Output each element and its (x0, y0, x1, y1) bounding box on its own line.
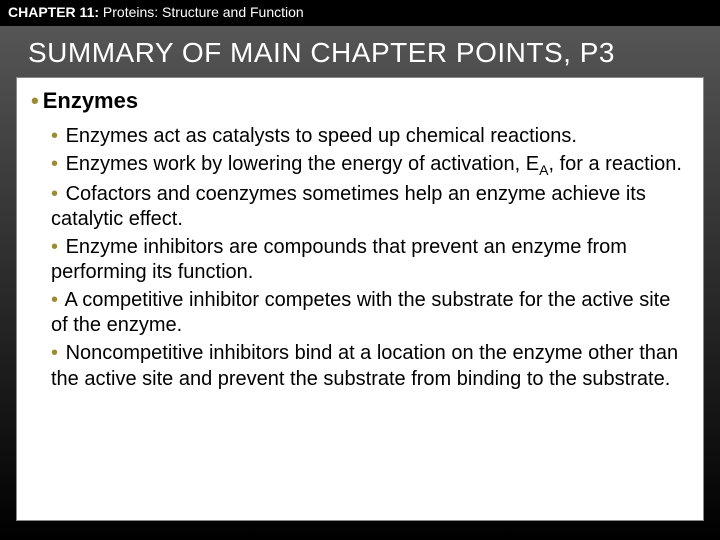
summary-point: • A competitive inhibitor competes with … (31, 288, 689, 339)
bullet-icon: • (51, 153, 58, 175)
summary-point: • Enzyme inhibitors are compounds that p… (31, 235, 689, 286)
slide-heading-row: SUMMARY OF MAIN CHAPTER POINTS, P3 (0, 27, 720, 77)
point-text: Cofactors and coenzymes sometimes help a… (51, 183, 646, 231)
bullet-icon: • (51, 125, 58, 147)
point-text: Enzyme inhibitors are compounds that pre… (51, 236, 627, 284)
bullet-icon: • (31, 88, 39, 113)
slide-heading: SUMMARY OF MAIN CHAPTER POINTS, P3 (28, 37, 704, 69)
topic-line: •Enzymes (31, 88, 689, 114)
bullet-icon: • (51, 342, 58, 364)
point-text: A competitive inhibitor competes with th… (51, 289, 670, 337)
chapter-header-bar: CHAPTER 11: Proteins: Structure and Func… (0, 0, 720, 27)
content-box: •Enzymes • Enzymes act as catalysts to s… (16, 77, 704, 521)
summary-point: • Enzymes work by lowering the energy of… (31, 152, 689, 180)
topic-text: Enzymes (43, 88, 138, 113)
bullet-icon: • (51, 289, 58, 311)
point-text: Enzymes act as catalysts to speed up che… (66, 125, 577, 147)
point-text: Enzymes work by lowering the energy of a… (66, 153, 682, 175)
point-text: Noncompetitive inhibitors bind at a loca… (51, 342, 678, 390)
summary-point: • Cofactors and coenzymes sometimes help… (31, 182, 689, 233)
summary-point: • Noncompetitive inhibitors bind at a lo… (31, 341, 689, 392)
chapter-label: CHAPTER 11: (8, 4, 99, 20)
bullet-icon: • (51, 236, 58, 258)
summary-point: • Enzymes act as catalysts to speed up c… (31, 124, 689, 150)
chapter-subtitle: Proteins: Structure and Function (99, 4, 304, 20)
bullet-icon: • (51, 183, 58, 205)
